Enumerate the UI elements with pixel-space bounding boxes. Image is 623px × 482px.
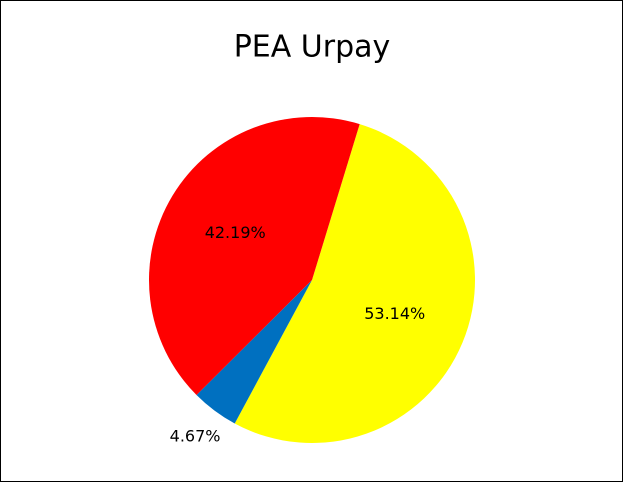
slice-label: 53.14% — [364, 304, 425, 323]
slice-label: 42.19% — [205, 223, 266, 242]
pie-slice — [149, 117, 360, 396]
pie-slice — [234, 124, 475, 443]
slice-label: 4.67% — [170, 426, 221, 445]
chart-title: PEA Urpay — [234, 30, 391, 65]
pie-slice — [196, 280, 312, 424]
